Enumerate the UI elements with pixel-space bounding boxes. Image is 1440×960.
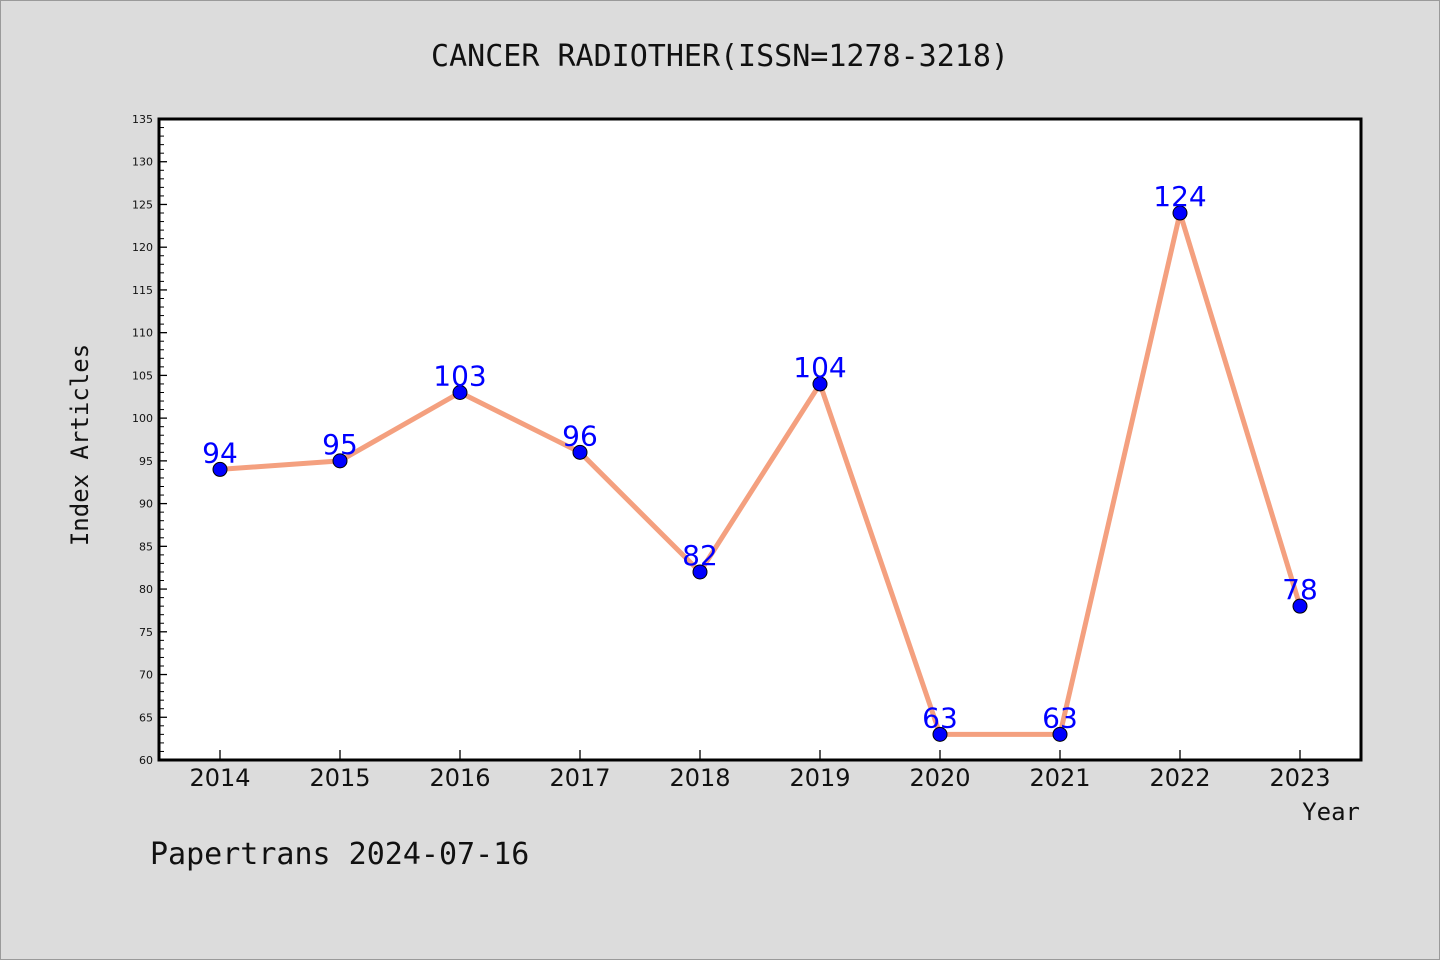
y-tick-label: 70 [139, 669, 153, 682]
y-tick-label: 100 [132, 412, 153, 425]
x-axis: 2014 2015 2016 2017 2018 2019 2020 2021 2022 2023 [189, 750, 1331, 792]
footer-text: Papertrans 2024-07-16 [150, 837, 529, 872]
data-point [812, 376, 828, 392]
data-label: 103 [433, 359, 486, 392]
y-tick-label: 85 [139, 540, 153, 553]
x-tick-label: 2020 [909, 764, 970, 792]
y-tick-label: 115 [132, 284, 153, 297]
y-tick-label: 110 [132, 327, 153, 340]
y-tick-label: 80 [139, 583, 153, 596]
chart-title: CANCER RADIOTHER(ISSN=1278-3218) [431, 39, 1009, 74]
series-line [217, 210, 1303, 737]
y-tick-label: 60 [139, 754, 153, 767]
data-label: 82 [682, 539, 718, 572]
data-label: 96 [562, 419, 598, 452]
data-point [1292, 598, 1308, 614]
data-label: 95 [322, 428, 358, 461]
y-tick-label: 120 [132, 241, 153, 254]
y-tick-label: 125 [132, 198, 153, 211]
y-tick-label: 105 [132, 369, 153, 382]
x-tick-label: 2016 [429, 764, 490, 792]
markers-group [212, 205, 1308, 742]
x-tick-label: 2022 [1149, 764, 1210, 792]
y-tick-label: 130 [132, 156, 153, 169]
plot-area [159, 119, 1361, 760]
data-point [212, 461, 228, 477]
y-tick-label: 75 [139, 626, 153, 639]
data-label: 94 [202, 436, 238, 469]
data-label: 63 [1042, 701, 1078, 734]
data-point [452, 384, 468, 400]
data-label: 104 [793, 351, 846, 384]
data-point [692, 564, 708, 580]
y-tick-label: 135 [132, 113, 153, 126]
x-tick-label: 2021 [1029, 764, 1090, 792]
x-tick-label: 2015 [309, 764, 370, 792]
y-tick-label: 90 [139, 498, 153, 511]
x-tick-label: 2023 [1269, 764, 1330, 792]
data-label: 78 [1282, 573, 1318, 606]
y-axis-label: Index Articles [66, 344, 94, 546]
x-tick-label: 2018 [669, 764, 730, 792]
data-point [332, 453, 348, 469]
data-point [932, 726, 948, 742]
data-labels-group: 94 95 103 96 82 104 63 63 124 78 [202, 180, 1318, 734]
y-tick-label: 65 [139, 711, 153, 724]
x-tick-label: 2019 [789, 764, 850, 792]
x-axis-label: Year [1302, 798, 1360, 826]
y-axis: 60 65 70 75 80 85 90 95 100 105 110 115 120 125 130 135 [132, 113, 167, 767]
x-tick-label: 2014 [189, 764, 250, 792]
data-label: 124 [1153, 180, 1206, 213]
x-tick-label: 2017 [549, 764, 610, 792]
y-tick-label: 95 [139, 455, 153, 468]
data-point [1052, 726, 1068, 742]
data-point [1172, 205, 1188, 221]
plot-border [157, 117, 1363, 762]
data-point [572, 444, 588, 460]
series-line-group [217, 210, 1303, 737]
data-label: 63 [922, 701, 958, 734]
